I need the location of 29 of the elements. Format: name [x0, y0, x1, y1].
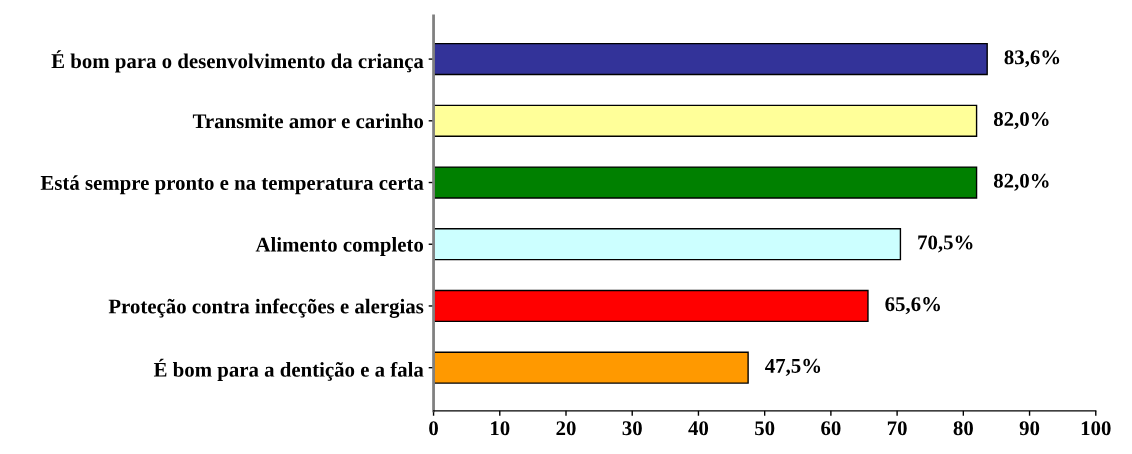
data-label: 70,5% — [918, 235, 973, 253]
data-label: 82,0% — [993, 173, 1049, 191]
y-tick-label: Está sempre pronto e na temperatura certa — [40, 175, 424, 195]
x-tick-label: 20 — [556, 421, 576, 436]
x-tick-label: 30 — [622, 421, 642, 436]
data-label: 47,5% — [765, 358, 821, 376]
bar — [433, 228, 902, 261]
x-tick-label: 70 — [887, 421, 907, 436]
y-tick-label: Alimento completo — [255, 237, 424, 256]
y-tick-label: Proteção contra infecções e alergias — [108, 298, 424, 318]
x-tick-label: 90 — [1019, 421, 1040, 436]
x-tick-label: 50 — [755, 421, 775, 436]
bar — [433, 289, 869, 323]
bar — [433, 351, 749, 384]
bar — [433, 42, 988, 76]
bar — [433, 166, 978, 199]
x-tick-label: 10 — [491, 421, 510, 436]
bar — [433, 104, 978, 137]
y-tick-label: É bom para o desenvolvimento da criança — [51, 50, 424, 73]
y-tick-label: Transmite amor e carinho — [192, 113, 424, 129]
data-label: 65,6% — [885, 297, 940, 315]
x-tick-label: 60 — [821, 421, 841, 436]
x-tick-label: 0 — [429, 421, 438, 436]
y-tick-label: É bom para a dentição e a fala — [153, 358, 424, 382]
x-tick-label: 100 — [1081, 421, 1111, 436]
x-tick-label: 40 — [688, 421, 709, 436]
data-label: 82,0% — [993, 111, 1049, 130]
x-tick-label: 80 — [953, 421, 973, 436]
data-label: 83,6% — [1004, 50, 1060, 68]
